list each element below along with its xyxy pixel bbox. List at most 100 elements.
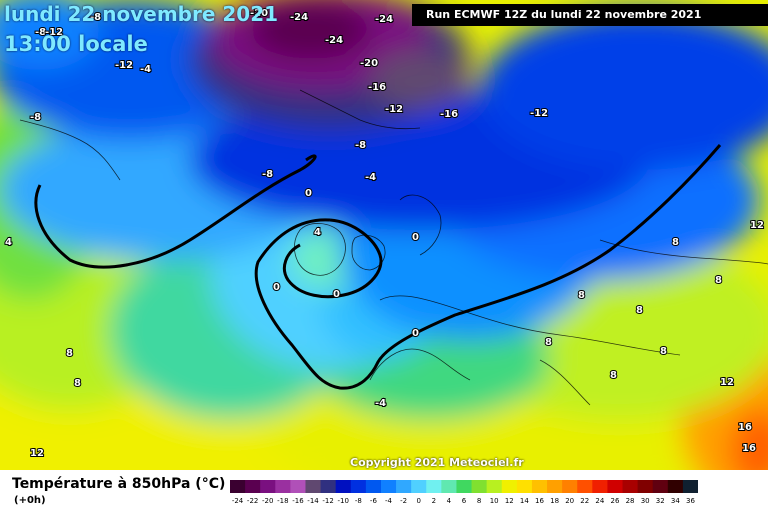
freezing-isotherm — [34, 144, 722, 390]
color-swatch — [441, 480, 457, 493]
isotherm-label: 0 — [273, 282, 280, 293]
scale-tick-label: -24 — [232, 497, 244, 505]
color-scale: -24 -22 -20 -18 -16 -14 -12 -10 -8 -6 -4 -2 0 2 4 6 8 10 1… — [230, 480, 698, 505]
isotherm-label: 12 — [30, 448, 44, 459]
isotherm-label: 16 — [742, 443, 756, 454]
scale-tick-label: 32 — [656, 497, 665, 505]
scale-tick-label: -12 — [322, 497, 333, 505]
date-title: lundi 22 novembre 2021 — [4, 2, 279, 26]
scale-tick-label: -14 — [307, 497, 319, 505]
isotherm-label: 8 — [610, 370, 617, 381]
scale-tick-label: 24 — [595, 497, 604, 505]
color-swatch — [516, 480, 533, 493]
scale-tick-label: 12 — [505, 497, 514, 505]
run-info: Run ECMWF 12Z du lundi 22 novembre 2021 — [412, 4, 768, 26]
color-swatch — [486, 480, 503, 493]
isotherm-label: 4 — [5, 237, 12, 248]
color-swatch — [592, 480, 608, 493]
scale-tick-label: 20 — [565, 497, 574, 505]
isotherm-label: 8 — [578, 290, 585, 301]
isotherm-label: -24 — [325, 35, 343, 46]
scale-tick-label: 4 — [447, 497, 452, 505]
color-swatch — [396, 480, 412, 493]
isotherm-label: 12 — [720, 377, 734, 388]
isotherm-label: -16 — [440, 109, 458, 120]
map-canvas: -24-24-24-20-20-16-16-12 -12-12-8-8-8-4-4… — [0, 0, 768, 470]
color-swatch — [682, 480, 698, 493]
isotherm-label: 8 — [672, 237, 679, 248]
isotherm-label: -8 — [262, 169, 273, 180]
isotherm-label: -16 — [368, 82, 386, 93]
color-swatch — [531, 480, 548, 493]
color-swatch — [652, 480, 669, 493]
scale-tick-label: 30 — [641, 497, 650, 505]
scale-tick-label: 8 — [477, 497, 481, 505]
scale-tick-label: 28 — [626, 497, 635, 505]
scale-tick-label: 6 — [462, 497, 467, 505]
scale-tick-label: 26 — [611, 497, 620, 505]
local-time: 13:00 locale — [4, 32, 148, 56]
legend-subtitle: (+0h) — [14, 495, 46, 506]
isotherm-label: -12 — [385, 104, 403, 115]
scale-tick-label: -6 — [370, 497, 378, 505]
color-swatch — [275, 480, 291, 493]
isotherm-label: -8 — [90, 12, 101, 23]
color-swatch — [290, 480, 306, 493]
scale-tick-label: -10 — [338, 497, 349, 505]
isotherm-label: 0 — [333, 289, 340, 300]
isotherm-labels: -24-24-24-20-20-16-16-12 -12-12-8-8-8-4-4… — [4, 7, 765, 460]
isotherm-label: -4 — [365, 172, 376, 183]
scale-tick-label: 18 — [550, 497, 559, 505]
isotherm-label: -12 — [115, 60, 133, 71]
color-swatch — [607, 480, 624, 493]
legend-footer: Température à 850hPa (°C) (+0h) -24 -2 2 -2… — [0, 470, 768, 512]
temperature-map: -24 -24 -24 -20 -20 -16 -16 -12 -12 -12 -8 -8 -8 -4 -4… — [0, 0, 768, 470]
scale-tick-label: -2 — [400, 497, 407, 505]
legend-title: Température à 850hPa (°C) — [12, 476, 226, 492]
isotherm-label: -24 — [290, 12, 308, 23]
isotherm-label: -8 — [35, 27, 46, 38]
color-swatch — [260, 480, 276, 493]
scale-tick-label: 14 — [520, 497, 529, 505]
isotherm-label: -20 — [250, 8, 268, 19]
scale-tick-label: -18 — [277, 497, 288, 505]
isotherm-label: 0 — [412, 328, 419, 339]
isotherm-label: 4 — [314, 227, 321, 238]
scale-tick-label: 0 — [416, 497, 420, 505]
isotherm-label: 16 — [738, 422, 752, 433]
scale-tick-label: 2 — [432, 497, 436, 505]
color-swatch — [365, 480, 382, 493]
isotherm-label: 8 — [660, 346, 667, 357]
color-swatch — [335, 480, 352, 493]
isotherm-label: 0 — [305, 188, 312, 199]
scale-tick-label: 22 — [580, 497, 589, 505]
coastlines — [19, 89, 768, 406]
scale-tick-label: -20 — [262, 497, 273, 505]
color-swatch — [245, 480, 261, 493]
color-swatch — [667, 480, 684, 493]
isotherm-label: -20 — [360, 58, 378, 69]
scale-tick-label: 36 — [686, 497, 695, 505]
isotherm-label: 8 — [715, 275, 722, 286]
color-swatch — [305, 480, 322, 493]
isotherm-label: 8 — [545, 337, 552, 348]
color-swatch — [350, 480, 367, 493]
scale-tick-label: 10 — [490, 497, 499, 505]
isotherm-label: 8 — [636, 305, 643, 316]
color-swatch — [562, 480, 578, 493]
isotherm-label: 12 — [750, 220, 764, 231]
scale-tick-label: -16 — [292, 497, 304, 505]
isotherm-label: -24 — [375, 14, 393, 25]
isotherm-label: -4 — [375, 398, 386, 409]
color-swatch — [501, 480, 518, 493]
color-swatch — [577, 480, 593, 493]
color-swatch — [622, 480, 639, 493]
scale-tick-label: 34 — [671, 497, 680, 505]
color-swatch — [471, 480, 488, 493]
isotherm-label: -8 — [30, 112, 41, 123]
scale-tick-label: -8 — [355, 497, 362, 505]
copyright-notice: Copyright 2021 Meteociel.fr — [350, 456, 524, 469]
color-swatch — [320, 480, 337, 493]
color-swatch — [426, 480, 442, 493]
isotherm-label: -12 — [45, 27, 63, 38]
